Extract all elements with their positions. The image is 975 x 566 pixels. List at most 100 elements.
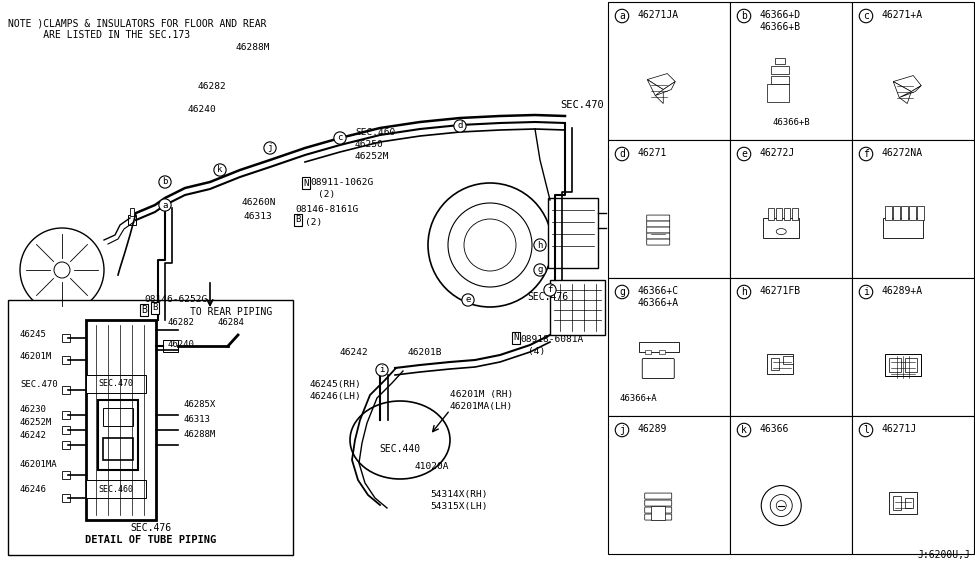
Polygon shape: [647, 80, 663, 104]
Text: SEC.470: SEC.470: [20, 380, 58, 389]
Text: l: l: [863, 425, 869, 435]
Bar: [885, 354, 921, 376]
Text: 46289: 46289: [638, 424, 667, 434]
Bar: [889, 491, 917, 513]
Bar: [852, 140, 974, 278]
Bar: [86, 375, 146, 393]
Bar: [771, 75, 789, 84]
Text: 46366+B: 46366+B: [772, 118, 810, 127]
Ellipse shape: [350, 401, 450, 479]
Bar: [852, 2, 974, 140]
Text: 46245(RH): 46245(RH): [310, 380, 362, 389]
Bar: [86, 480, 146, 498]
Bar: [852, 278, 974, 416]
Bar: [608, 278, 730, 416]
Text: 46288M: 46288M: [236, 43, 270, 52]
Text: 08146-8161G: 08146-8161G: [295, 205, 358, 214]
Text: 46366+D
46366+B: 46366+D 46366+B: [760, 10, 801, 32]
Bar: [608, 2, 730, 140]
Bar: [771, 88, 783, 97]
Circle shape: [770, 495, 793, 517]
Bar: [62, 356, 70, 364]
Text: 46272J: 46272J: [760, 148, 796, 158]
Text: ARE LISTED IN THE SEC.173: ARE LISTED IN THE SEC.173: [8, 30, 190, 40]
Polygon shape: [647, 74, 676, 89]
Text: N: N: [513, 333, 519, 342]
Text: 46366: 46366: [760, 424, 790, 434]
Bar: [98, 400, 138, 470]
Text: 46240: 46240: [188, 105, 216, 114]
Text: a: a: [162, 200, 168, 209]
FancyBboxPatch shape: [644, 507, 672, 513]
Polygon shape: [767, 84, 789, 101]
Polygon shape: [899, 85, 921, 97]
Bar: [917, 205, 924, 220]
Bar: [905, 358, 917, 371]
Bar: [730, 140, 852, 278]
Text: 54315X(LH): 54315X(LH): [430, 502, 488, 511]
Text: 46285X: 46285X: [183, 400, 215, 409]
Bar: [163, 340, 178, 352]
Bar: [893, 205, 900, 220]
Text: i: i: [863, 287, 869, 297]
Text: f: f: [547, 285, 553, 294]
Text: h: h: [537, 241, 543, 250]
Circle shape: [54, 262, 70, 278]
Text: 46271+A: 46271+A: [882, 10, 923, 20]
Bar: [62, 411, 70, 419]
Text: 46201MA: 46201MA: [20, 460, 58, 469]
Bar: [8, 300, 293, 555]
Text: b: b: [162, 178, 168, 187]
Circle shape: [20, 228, 104, 312]
Bar: [62, 441, 70, 449]
Bar: [730, 416, 852, 554]
Text: c: c: [863, 11, 869, 21]
Text: e: e: [465, 295, 471, 305]
Bar: [103, 438, 133, 460]
Text: a: a: [619, 11, 625, 21]
Text: k: k: [217, 165, 222, 174]
Text: 46271FB: 46271FB: [760, 286, 801, 296]
Bar: [62, 426, 70, 434]
Text: NOTE )CLAMPS & INSULATORS FOR FLOOR AND REAR: NOTE )CLAMPS & INSULATORS FOR FLOOR AND …: [8, 18, 266, 28]
Text: B: B: [295, 216, 300, 225]
Bar: [548, 198, 598, 268]
Text: 46282: 46282: [168, 318, 195, 327]
Text: 46245: 46245: [20, 330, 47, 339]
Text: f: f: [863, 149, 869, 159]
Bar: [783, 355, 794, 363]
FancyBboxPatch shape: [646, 221, 670, 227]
Bar: [883, 217, 923, 238]
Text: g: g: [537, 265, 543, 275]
Text: 46260N: 46260N: [242, 198, 277, 207]
Circle shape: [776, 500, 786, 511]
Text: SEC.476: SEC.476: [130, 523, 171, 533]
Text: B: B: [152, 303, 158, 312]
Bar: [910, 205, 916, 220]
Text: i: i: [379, 366, 385, 375]
Polygon shape: [655, 82, 676, 96]
Text: 46271J: 46271J: [882, 424, 917, 434]
Text: (4): (4): [528, 347, 545, 356]
Bar: [885, 205, 892, 220]
Text: j: j: [619, 425, 625, 435]
Text: b: b: [741, 11, 747, 21]
Text: SEC.460: SEC.460: [355, 128, 395, 137]
FancyBboxPatch shape: [644, 493, 672, 499]
Bar: [793, 208, 799, 220]
Text: (2): (2): [305, 218, 323, 227]
Bar: [771, 358, 779, 370]
Text: 46272NA: 46272NA: [882, 148, 923, 158]
Text: c: c: [337, 134, 342, 143]
Bar: [651, 505, 665, 520]
Text: SEC.476: SEC.476: [527, 292, 568, 302]
Text: 46250: 46250: [355, 140, 384, 149]
Text: 46271JA: 46271JA: [638, 10, 680, 20]
Text: 41020A: 41020A: [415, 462, 449, 471]
FancyBboxPatch shape: [646, 233, 670, 239]
Text: 46313: 46313: [244, 212, 273, 221]
Bar: [62, 494, 70, 502]
Text: d: d: [457, 122, 463, 131]
Bar: [608, 140, 730, 278]
Bar: [640, 341, 680, 351]
